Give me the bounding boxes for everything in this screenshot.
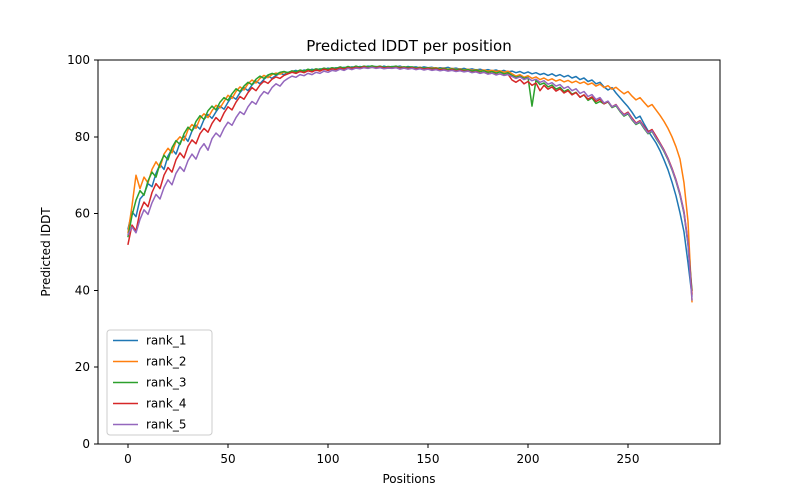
legend-label-rank_5: rank_5 — [146, 418, 186, 432]
y-tick-label: 100 — [67, 53, 90, 67]
legend-label-rank_1: rank_1 — [146, 334, 186, 348]
chart-title: Predicted lDDT per position — [306, 37, 512, 55]
legend-label-rank_3: rank_3 — [146, 376, 186, 390]
x-tick-label: 50 — [220, 452, 235, 466]
y-tick-label: 80 — [75, 130, 90, 144]
x-tick-label: 200 — [517, 452, 540, 466]
legend-box — [106, 329, 213, 436]
y-tick-label: 0 — [82, 437, 90, 451]
y-axis-label: Predicted lDDT — [39, 207, 53, 297]
x-tick-label: 0 — [124, 452, 132, 466]
chart-line-rank_3 — [127, 65, 693, 292]
chart-line-rank_5 — [127, 66, 693, 301]
x-tick-label: 150 — [417, 452, 440, 466]
legend-label-rank_2: rank_2 — [146, 355, 186, 369]
plot-frame — [97, 59, 721, 445]
y-tick-label: 40 — [75, 283, 90, 297]
legend-label-rank_4: rank_4 — [146, 397, 186, 411]
x-tick-label: 250 — [617, 452, 640, 466]
x-axis-label: Positions — [382, 472, 436, 486]
y-tick-label: 60 — [75, 207, 90, 221]
y-tick-label: 20 — [75, 360, 90, 374]
x-tick-label: 100 — [317, 452, 340, 466]
